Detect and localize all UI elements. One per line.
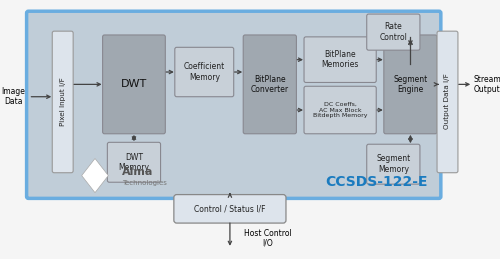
FancyBboxPatch shape (174, 195, 286, 223)
Text: Segment
Engine: Segment Engine (394, 75, 428, 94)
Text: DWT
Memory: DWT Memory (118, 153, 150, 172)
FancyBboxPatch shape (366, 14, 420, 50)
Text: Output Data I/F: Output Data I/F (444, 74, 450, 129)
FancyBboxPatch shape (102, 35, 166, 134)
Text: Pixel Input I/F: Pixel Input I/F (60, 77, 66, 126)
Text: Segment
Memory: Segment Memory (376, 154, 410, 174)
Text: Control / Status I/F: Control / Status I/F (194, 204, 266, 213)
FancyBboxPatch shape (175, 47, 234, 97)
Text: Technologies: Technologies (122, 180, 166, 186)
FancyBboxPatch shape (304, 86, 376, 134)
Text: DC Coeffs,
AC Max Block
Bitdepth Memory: DC Coeffs, AC Max Block Bitdepth Memory (313, 102, 368, 118)
Text: Host Control
I/O: Host Control I/O (244, 229, 292, 248)
FancyBboxPatch shape (52, 31, 73, 173)
FancyBboxPatch shape (26, 11, 441, 198)
Text: Stream
Output: Stream Output (473, 75, 500, 94)
FancyBboxPatch shape (384, 35, 437, 134)
Text: Coefficient
Memory: Coefficient Memory (184, 62, 225, 82)
FancyBboxPatch shape (366, 144, 420, 184)
FancyBboxPatch shape (243, 35, 296, 134)
Text: BitPlane
Memories: BitPlane Memories (322, 50, 359, 69)
FancyBboxPatch shape (108, 142, 160, 182)
Text: BitPlane
Converter: BitPlane Converter (251, 75, 289, 94)
Text: Rate
Control: Rate Control (380, 23, 407, 42)
Text: Alma: Alma (122, 167, 153, 177)
Polygon shape (82, 159, 108, 193)
FancyBboxPatch shape (437, 31, 458, 173)
FancyBboxPatch shape (304, 37, 376, 82)
Text: Image
Data: Image Data (2, 87, 25, 106)
Text: CCSDS-122-E: CCSDS-122-E (325, 175, 428, 189)
Text: DWT: DWT (121, 79, 147, 89)
